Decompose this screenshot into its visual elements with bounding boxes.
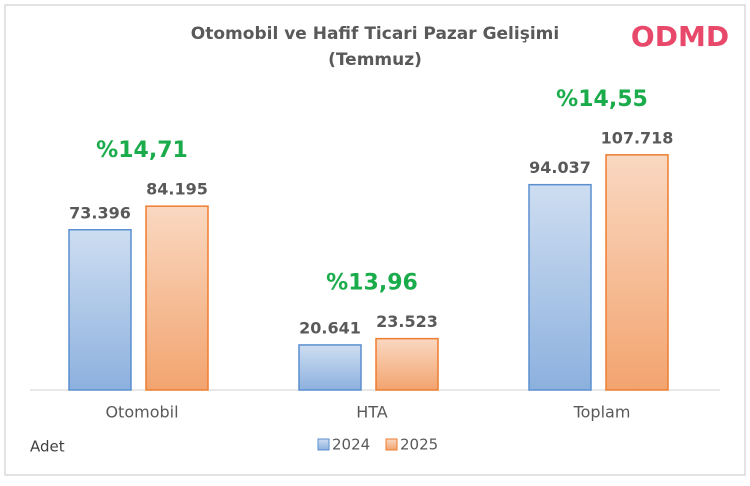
- x-tick-label: Toplam: [573, 403, 631, 422]
- legend-swatch: [385, 438, 398, 451]
- chart-subtitle: (Temmuz): [328, 50, 422, 70]
- bar: [375, 337, 439, 391]
- annotation: %14,55: [556, 87, 648, 112]
- x-tick-label: Otomobil: [105, 403, 178, 422]
- unit-label: Adet: [30, 438, 65, 456]
- bar: [528, 183, 592, 391]
- annotation: %14,71: [96, 138, 188, 163]
- value-label: 84.195: [146, 180, 208, 199]
- x-tick-label: HTA: [356, 403, 388, 422]
- value-label: 73.396: [69, 203, 131, 222]
- annotation: %13,96: [326, 271, 418, 296]
- value-label: 23.523: [376, 312, 438, 331]
- bar: [68, 229, 132, 391]
- logo: ODMD: [631, 20, 729, 53]
- legend-label: 2024: [332, 436, 370, 454]
- bar: [298, 344, 362, 391]
- value-label: 94.037: [529, 158, 591, 177]
- bar: [145, 205, 209, 391]
- bar: [605, 154, 669, 391]
- legend-label: 2025: [400, 436, 438, 454]
- value-label: 107.718: [601, 128, 674, 147]
- value-label: 20.641: [299, 318, 361, 337]
- legend-swatch: [317, 438, 330, 451]
- chart-title: Otomobil ve Hafif Ticari Pazar Gelişimi: [191, 24, 559, 44]
